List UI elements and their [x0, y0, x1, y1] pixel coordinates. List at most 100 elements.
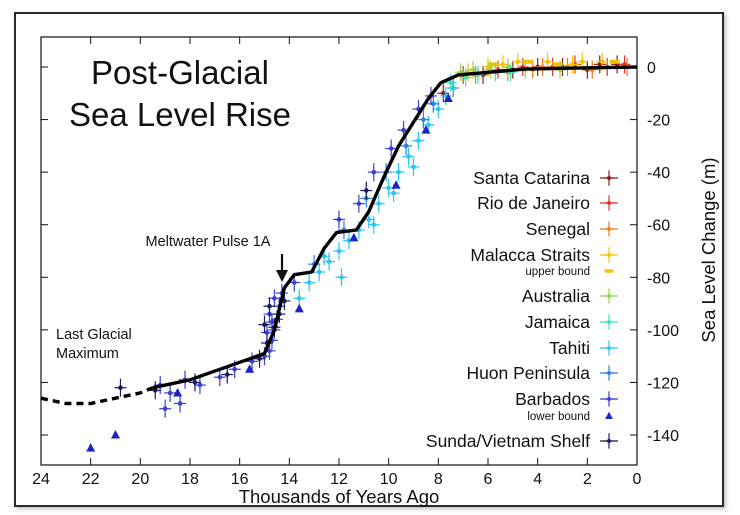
data-point	[511, 52, 524, 71]
annotation-meltwater-pulse: Meltwater Pulse 1A	[146, 234, 271, 250]
data-point	[333, 242, 345, 260]
data-point	[193, 376, 206, 395]
legend-entry: Santa Catarina	[473, 168, 618, 188]
legend-label: upper bound	[525, 266, 590, 278]
x-tick-label: 22	[82, 471, 100, 488]
x-tick-label: 14	[280, 471, 298, 488]
data-point	[253, 349, 266, 368]
annotation-lgm-line1: Last Glacial	[56, 327, 132, 343]
data-point	[313, 263, 326, 282]
data-point	[246, 352, 259, 371]
x-tick-label: 4	[533, 471, 542, 488]
x-axis-label: Thousands of Years Ago	[239, 486, 440, 507]
data-point	[352, 194, 365, 213]
data-point	[459, 68, 472, 87]
data-point	[367, 215, 380, 234]
data-point	[421, 125, 431, 134]
data-point	[173, 387, 183, 397]
x-tick-label: 8	[434, 471, 443, 488]
y-tick-label: -40	[647, 165, 670, 182]
legend-entry: Tahiti	[549, 338, 618, 358]
down-arrow-icon	[276, 254, 288, 282]
legend-entry: Australia	[522, 286, 618, 306]
y-tick-label: -60	[647, 218, 670, 235]
legend-label: Barbados	[515, 389, 590, 409]
data-point	[443, 93, 453, 103]
data-point	[221, 365, 234, 384]
data-point	[372, 194, 385, 213]
figure-frame	[14, 12, 724, 507]
legend-label: Huon Peninsula	[466, 363, 590, 383]
y-tick-label: -140	[647, 428, 679, 445]
x-tick-labels: 24 22 20 18 16 14 12 10 8 6 4 2 0	[32, 471, 641, 488]
data-point	[407, 157, 420, 176]
legend-entry: upper bound	[525, 266, 614, 278]
chart-title-line1: Post-Glacial	[91, 54, 269, 91]
data-point	[385, 139, 398, 158]
curve-solid	[152, 65, 638, 390]
data-point	[164, 383, 177, 402]
legend-label: lower bound	[527, 411, 590, 423]
data-point	[86, 443, 96, 452]
data-point	[245, 364, 255, 373]
legend-label: Tahiti	[549, 338, 590, 358]
data-point	[501, 58, 514, 76]
y-tick-label: -120	[647, 375, 679, 392]
legend-label: Santa Catarina	[473, 168, 590, 188]
data-point	[427, 94, 440, 113]
x-tick-label: 16	[231, 471, 249, 488]
data-point	[439, 86, 452, 105]
data-point	[174, 394, 187, 413]
data-point	[213, 368, 226, 387]
data-point	[609, 59, 620, 64]
legend-label: Australia	[522, 286, 590, 306]
data-point	[432, 100, 445, 119]
data-point	[303, 273, 316, 292]
legend-label: Sunda/Vietnam Shelf	[426, 431, 590, 451]
x-tick-label: 24	[32, 471, 50, 488]
data-point	[268, 289, 281, 308]
legend-entry: lower bound	[527, 411, 613, 423]
data-point	[552, 62, 563, 67]
legend-entry: Senegal	[526, 219, 618, 239]
data-point	[487, 62, 498, 67]
x-tick-label: 18	[181, 471, 199, 488]
y-tick-label: 0	[647, 60, 656, 77]
legend-entry: Jamaica	[525, 312, 618, 332]
data-point	[294, 303, 304, 313]
y-tick-label: -80	[647, 270, 670, 287]
data-point	[541, 52, 554, 71]
legend-label: Jamaica	[525, 312, 590, 332]
x-tick-label: 0	[633, 471, 642, 488]
data-point	[400, 136, 413, 155]
x-tick-label: 2	[583, 471, 592, 488]
data-point	[593, 55, 606, 74]
legend-entry: Huon Peninsula	[466, 363, 618, 383]
data-point	[522, 59, 533, 64]
y-tick-label: -100	[647, 323, 679, 340]
data-point	[402, 147, 415, 166]
y-axis-label: Sea Level Change (m)	[698, 157, 719, 342]
data-point	[467, 60, 480, 79]
data-point	[618, 55, 631, 74]
data-point	[335, 268, 348, 287]
legend-entry: Rio de Janeiro	[477, 193, 618, 213]
data-point	[586, 60, 599, 79]
data-point	[412, 131, 425, 150]
curve-dashed	[40, 386, 154, 406]
data-point	[566, 55, 579, 74]
x-tick-label: 6	[484, 471, 493, 488]
x-tick-label: 10	[380, 471, 398, 488]
data-point	[159, 399, 172, 418]
legend: Santa Catarina Rio de Janeiro Senegal Malac…	[426, 168, 618, 451]
legend-label: Malacca Straits	[470, 245, 590, 265]
axis-ticks	[40, 37, 638, 465]
data-point	[367, 163, 380, 182]
chart-title-line2: Sea Level Rise	[69, 96, 291, 133]
data-point	[114, 378, 127, 397]
x-tick-label: 12	[330, 471, 348, 488]
data-point	[263, 297, 276, 316]
sea-level-curve	[40, 65, 638, 406]
legend-entry: Sunda/Vietnam Shelf	[426, 431, 618, 451]
